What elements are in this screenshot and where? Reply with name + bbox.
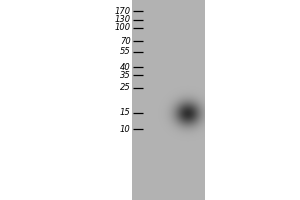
Text: 15: 15 (120, 108, 130, 117)
Text: 100: 100 (114, 23, 130, 32)
Text: 40: 40 (120, 62, 130, 72)
Text: 130: 130 (114, 15, 130, 24)
Text: 170: 170 (114, 6, 130, 16)
Text: 25: 25 (120, 84, 130, 92)
Text: 70: 70 (120, 36, 130, 46)
Text: 10: 10 (120, 124, 130, 134)
Text: 35: 35 (120, 71, 130, 79)
Text: 55: 55 (120, 47, 130, 56)
